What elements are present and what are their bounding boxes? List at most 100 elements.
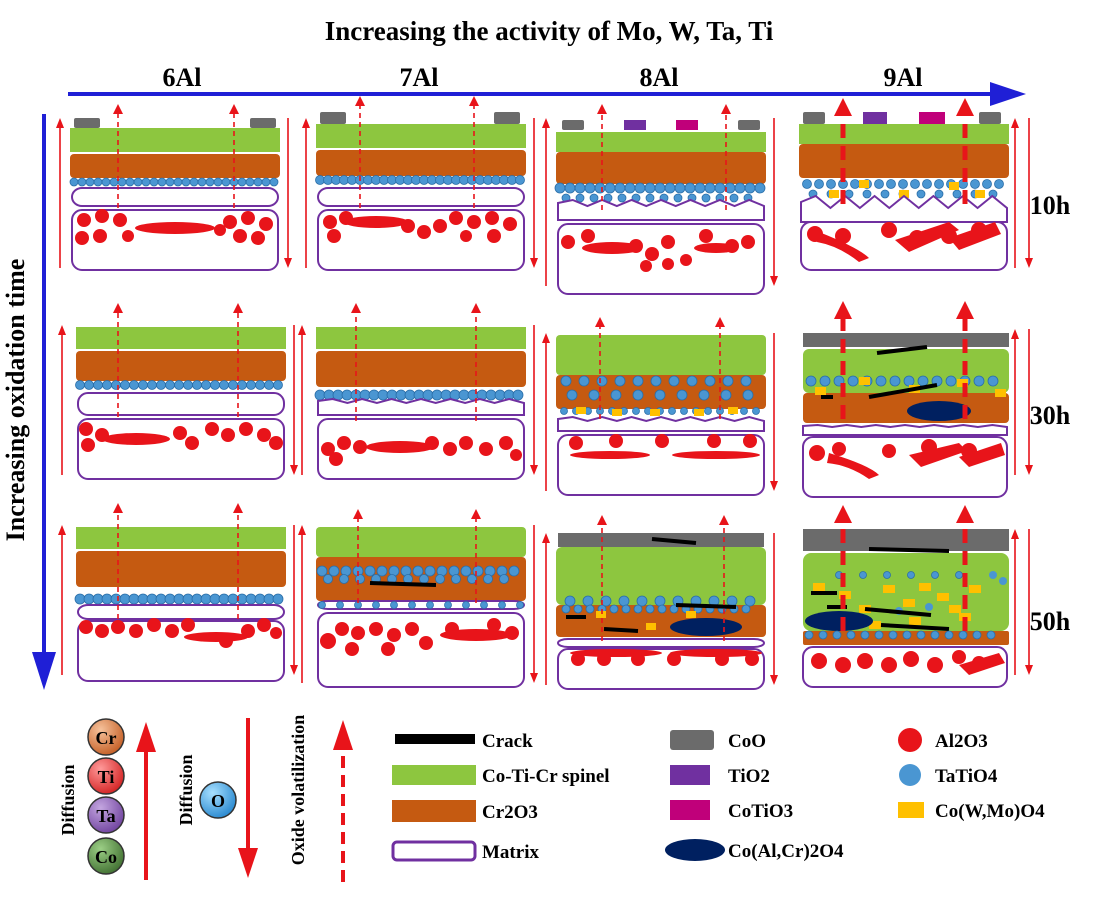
tatio4-particle bbox=[955, 571, 963, 579]
tatio4-particle bbox=[701, 193, 711, 203]
matrix-box bbox=[77, 392, 285, 416]
al2o3-elongated bbox=[344, 216, 408, 228]
tatio4-particle bbox=[564, 595, 576, 607]
tatio4-particle bbox=[578, 375, 590, 387]
al2o3-particle bbox=[882, 444, 896, 458]
tatio4-particle bbox=[902, 630, 912, 640]
tatio4-particle bbox=[564, 182, 576, 194]
volatilization-arrowhead bbox=[471, 509, 481, 519]
tatio4-particle bbox=[182, 593, 194, 605]
legend-tatio4-label: TaTiO4 bbox=[935, 766, 998, 787]
tatio4-particle bbox=[191, 593, 203, 605]
al2o3-particle bbox=[743, 434, 757, 448]
matrix-box bbox=[557, 198, 765, 221]
tatio4-particle bbox=[973, 375, 985, 387]
tatio4-particle bbox=[328, 565, 340, 577]
outward-diffusion-group: Cr Ti Ta Co Diffusion bbox=[58, 718, 156, 880]
tatio4-particle bbox=[192, 380, 202, 390]
volatilization-arrowhead bbox=[834, 505, 852, 523]
tatio4-particle bbox=[722, 375, 734, 387]
tatio4-particle bbox=[585, 604, 595, 614]
inward-diffusion-arrowhead bbox=[530, 258, 538, 268]
tatio4-particle bbox=[617, 193, 627, 203]
panel-6al-50h bbox=[58, 503, 298, 682]
tatio4-particle bbox=[633, 604, 643, 614]
volatilization-arrowhead bbox=[721, 104, 731, 114]
crack-line bbox=[868, 383, 938, 399]
al2o3-elongated bbox=[670, 649, 762, 657]
tatio4-particle bbox=[314, 389, 326, 401]
tatio4-particle bbox=[560, 407, 568, 415]
legend-matrix-label: Matrix bbox=[482, 842, 539, 863]
tatio4-particle bbox=[982, 179, 992, 189]
al2o3-particle bbox=[327, 229, 341, 243]
tatio4-particle bbox=[917, 375, 929, 387]
volatilization-arrowhead bbox=[834, 98, 852, 116]
al2o3-particle bbox=[185, 436, 199, 450]
legend-al2o3-swatch bbox=[898, 728, 922, 752]
al2o3-particle bbox=[214, 224, 226, 236]
tatio4-particle bbox=[987, 375, 999, 387]
tatio4-particle bbox=[645, 604, 655, 614]
al2o3-particle bbox=[239, 422, 253, 436]
al2o3-particle bbox=[387, 628, 401, 642]
tatio4-particle bbox=[624, 182, 636, 194]
tatio4-particle bbox=[74, 593, 86, 605]
tatio4-particle bbox=[898, 179, 908, 189]
tatio4-particle bbox=[931, 571, 939, 579]
al2o3-particle bbox=[561, 235, 575, 249]
tatio4-particle bbox=[945, 375, 957, 387]
tatio4-particle bbox=[156, 380, 166, 390]
al2o3-particle bbox=[417, 225, 431, 239]
row-label-30h: 30h bbox=[1030, 401, 1071, 430]
al2o3-particle bbox=[337, 436, 351, 450]
al2o3-particle bbox=[510, 449, 522, 461]
al2o3-particle bbox=[661, 235, 675, 249]
al2o3-elongated bbox=[672, 451, 760, 459]
tatio4-particle bbox=[264, 380, 274, 390]
inward-diffusion-arrowhead bbox=[290, 465, 298, 475]
tatio4-particle bbox=[125, 177, 135, 187]
coalcr-particle bbox=[670, 618, 742, 636]
tatio4-particle bbox=[704, 407, 712, 415]
outward-diffusion-arrowhead bbox=[1011, 118, 1019, 128]
al2o3-particle bbox=[581, 229, 595, 243]
tatio4-particle bbox=[883, 571, 891, 579]
al2o3-particle bbox=[113, 213, 127, 227]
row-label-50h: 50h bbox=[1030, 607, 1071, 636]
tatio4-particle bbox=[632, 407, 640, 415]
volatilization-arrowhead bbox=[113, 303, 123, 313]
tatio4-particle bbox=[341, 389, 353, 401]
outward-diffusion-arrowhead bbox=[542, 533, 550, 543]
outward-diffusion-arrowhead bbox=[1011, 529, 1019, 539]
tio2-particle bbox=[863, 112, 887, 124]
tatio4-particle bbox=[934, 179, 944, 189]
tatio4-particle bbox=[165, 177, 175, 187]
volatilization-arrowhead bbox=[597, 515, 607, 525]
tatio4-particle bbox=[483, 574, 493, 584]
tatio4-particle bbox=[986, 630, 996, 640]
al2o3-particle bbox=[680, 254, 692, 266]
tatio4-particle bbox=[802, 179, 812, 189]
tatio4-particle bbox=[560, 375, 572, 387]
crack-line bbox=[876, 345, 928, 355]
legend-crack-swatch bbox=[395, 734, 475, 744]
tatio4-particle bbox=[210, 380, 220, 390]
tatio4-particle bbox=[408, 601, 416, 609]
panel-8al-30h bbox=[542, 317, 778, 496]
cr2o3-layer bbox=[70, 154, 280, 178]
cr-ball bbox=[87, 718, 125, 756]
column-header-7al: 7Al bbox=[400, 63, 439, 92]
tatio4-particle bbox=[958, 630, 968, 640]
tatio4-particle bbox=[862, 189, 872, 199]
al2o3-particle bbox=[881, 222, 897, 238]
matrix-box bbox=[802, 423, 1008, 436]
inward-diffusion-arrowhead bbox=[284, 258, 292, 268]
inward-diffusion-arrowhead bbox=[530, 465, 538, 475]
al2o3-particle bbox=[257, 618, 271, 632]
panels-grid bbox=[56, 96, 1033, 690]
cr2o3-layer bbox=[803, 393, 1009, 423]
al2o3-particle bbox=[75, 231, 89, 245]
al2o3-elongated bbox=[959, 443, 1005, 467]
